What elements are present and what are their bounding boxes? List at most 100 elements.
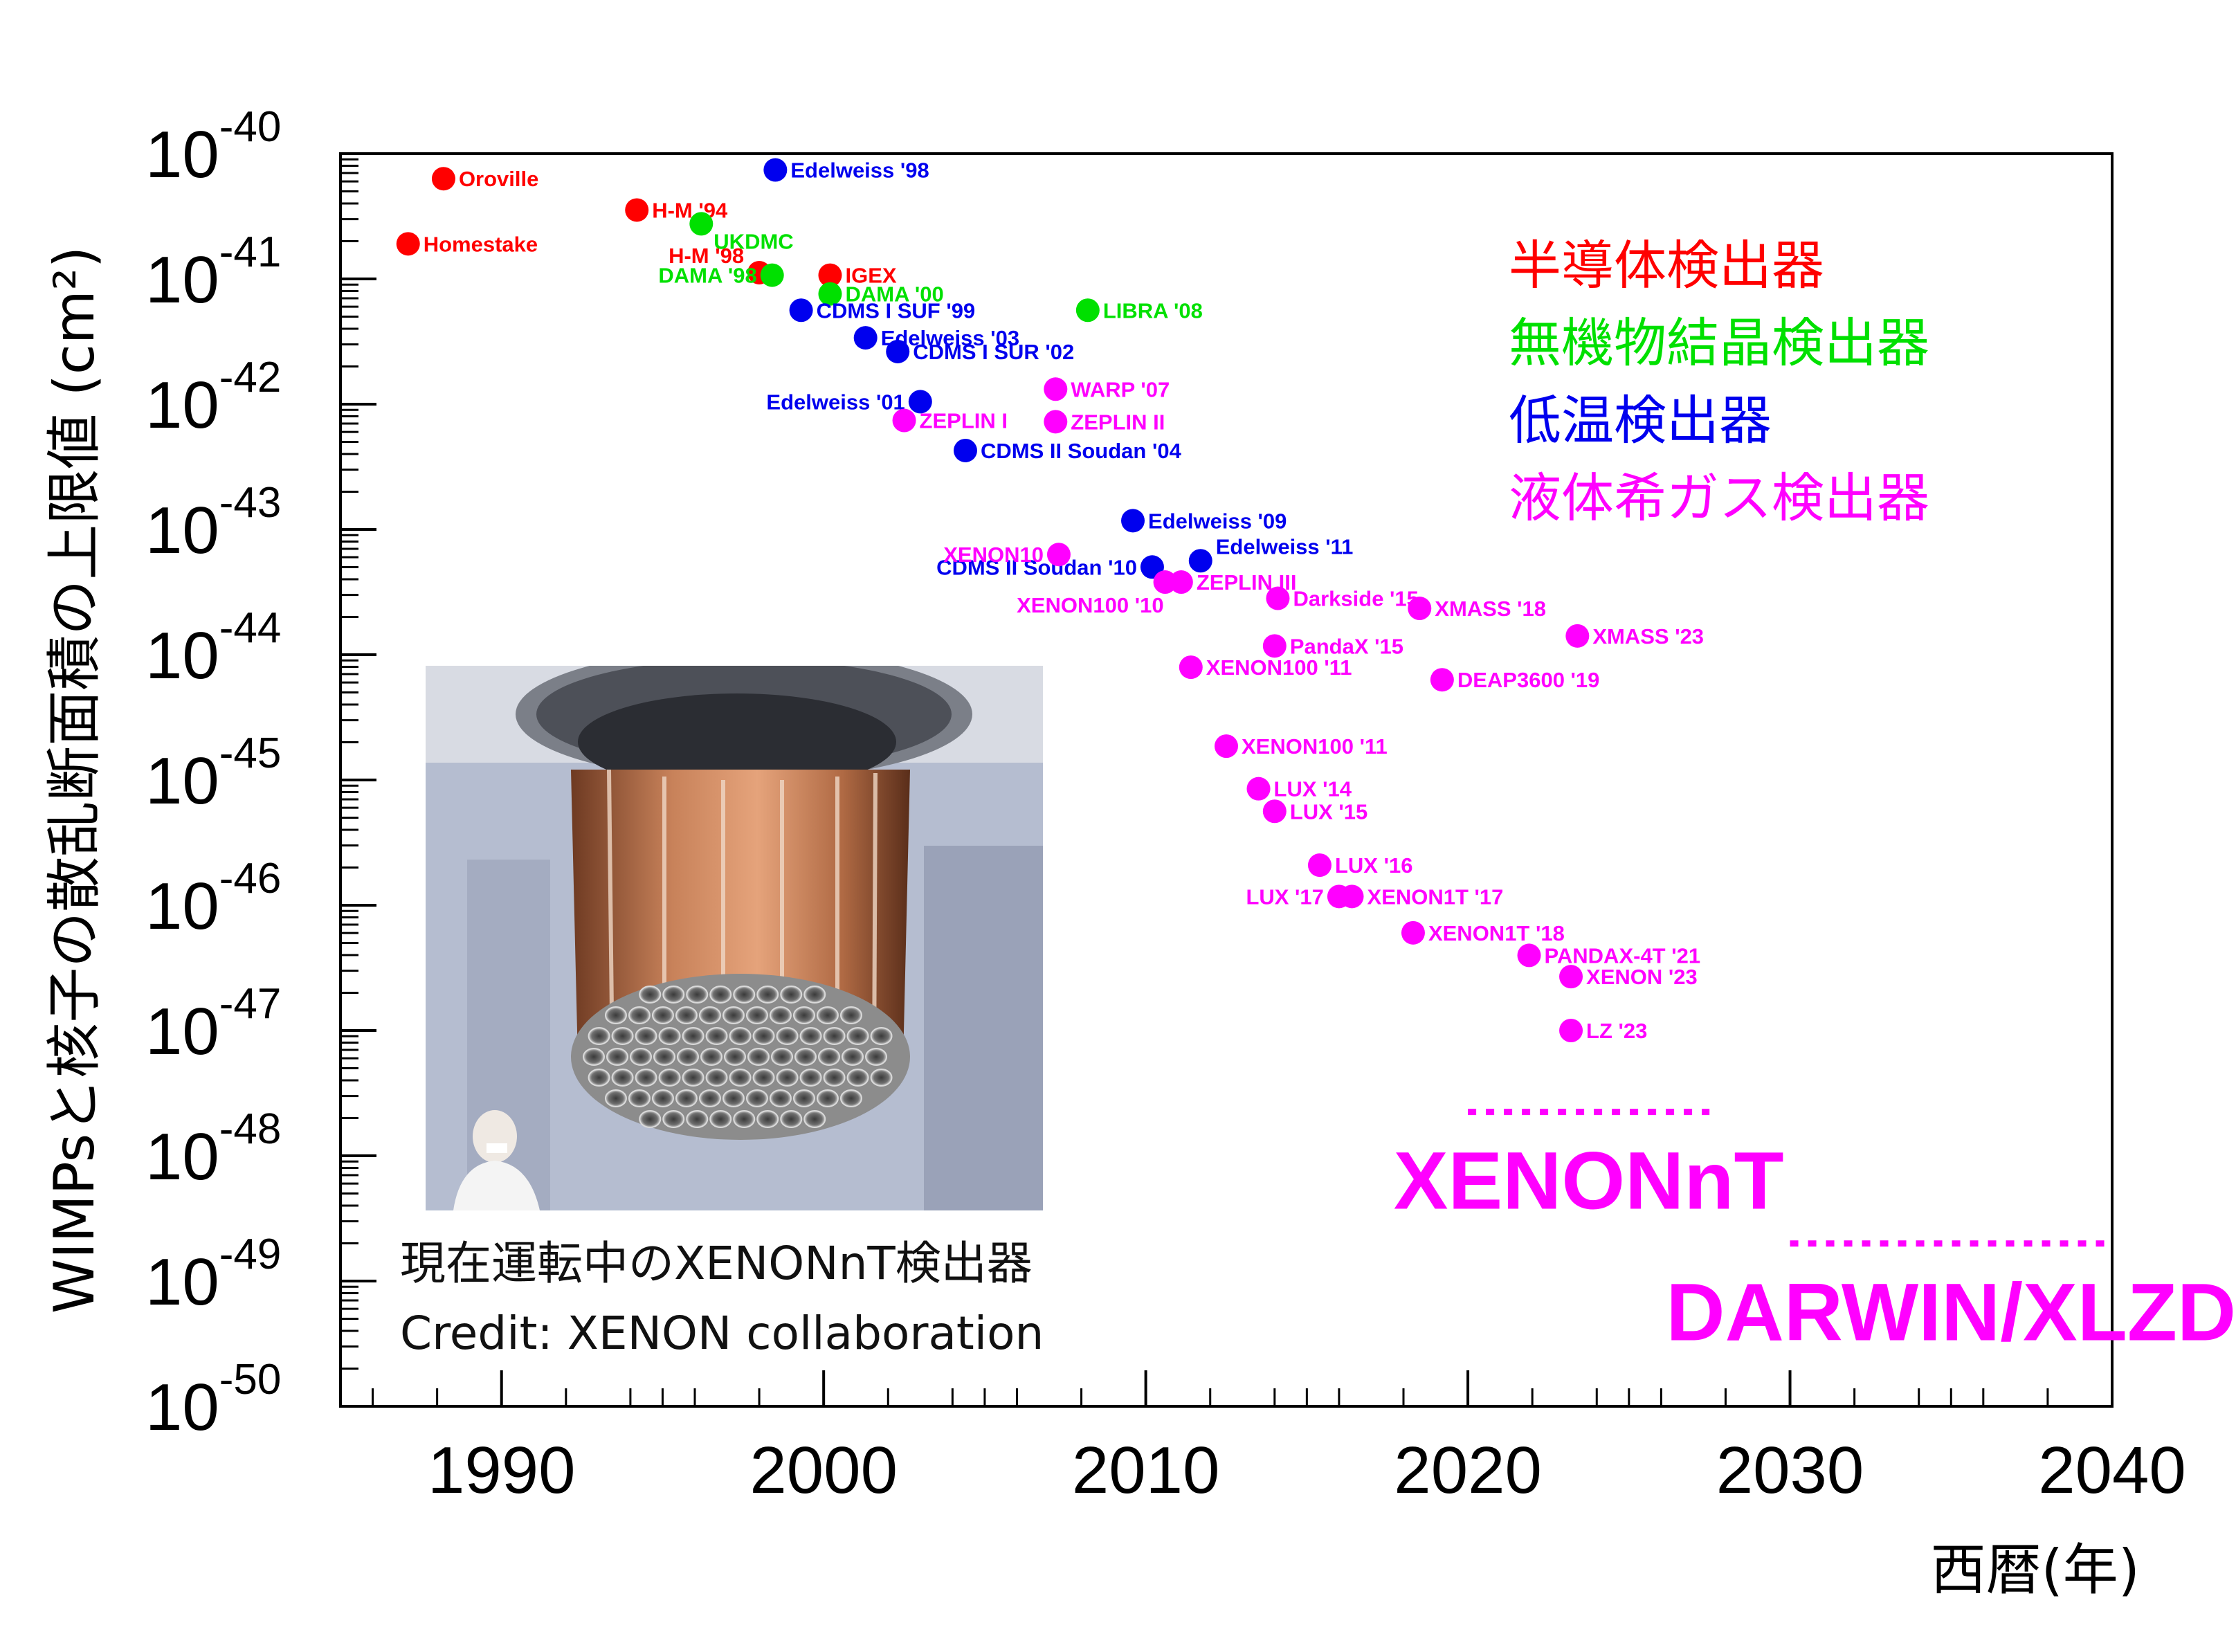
pmt-tube [752,1027,775,1045]
data-point-label: XMASS '18 [1435,597,1546,621]
data-points: Oroville Homestake H-M '94 H-M '98 IGEX UKDMC… [396,158,1704,1043]
pmt-tube [606,1048,628,1066]
data-point-liquid [1215,734,1238,759]
y-tick-base: 10 [145,1245,219,1319]
data-point-cryogenic [853,326,878,350]
legend-item-cryogenic: 低温検出器 [1509,390,1772,451]
pmt-tube [686,1110,709,1128]
y-axis-label: WIMPsと核子の散乱断面積の上限値 (cm²) [42,246,107,1314]
y-tick-label: 10-50 [145,1356,281,1444]
data-point-liquid [1262,634,1287,658]
data-point-cryogenic [886,339,910,363]
pmt-tube [705,1069,728,1087]
data-point-cryogenic [908,390,932,414]
pmt-tube [604,1089,627,1107]
y-tick-exponent: -41 [219,228,282,276]
data-point-label: WARP '07 [1071,377,1170,401]
data-point-label: ZEPLIN II [1071,410,1165,434]
data-point-liquid [1408,597,1432,621]
pmt-tube [839,1006,862,1024]
data-point-label: XENON100 '10 [1017,593,1163,617]
pmt-tube [818,1048,840,1066]
data-point-label: LZ '23 [1586,1019,1647,1043]
data-point-label: LUX '17 [1246,884,1323,909]
xenonnt-detector-photo [426,666,1043,1210]
x-tick-label: 2020 [1394,1433,1542,1507]
pmt-tube [816,1089,839,1107]
data-point-label: XENON1T '17 [1367,884,1504,909]
data-point-crystal [760,263,784,287]
data-point-label: PandaX '15 [1290,634,1403,658]
pmt-tube [769,1089,792,1107]
data-point-crystal [818,282,842,306]
pmt-tube [583,1048,605,1066]
data-point-cryogenic [953,438,977,462]
y-tick-label: 10-40 [145,103,281,192]
pmt-tube [794,1048,817,1066]
data-point-liquid [1179,655,1203,680]
pmt-tube [803,986,826,1004]
data-point-label: ZEPLIN I [920,409,1008,433]
pmt-tube [722,1089,745,1107]
pmt-tube [816,1006,839,1024]
data-point-liquid [1401,920,1425,945]
pmt-tube [686,986,709,1004]
data-point-liquid [1046,543,1071,567]
data-point-liquid [1307,853,1331,878]
data-point-label: XENON1T '18 [1428,921,1565,945]
y-tick-label: 10-47 [145,980,281,1069]
y-tick-exponent: -47 [219,980,282,1028]
data-point-label: Homestake [424,232,538,256]
data-point-label: XENON100 '11 [1242,734,1388,759]
pmt-tube [792,1006,815,1024]
pmt-tube [588,1069,610,1087]
photo-caption-line1: 現在運転中のXENONnT検出器 [400,1237,1033,1290]
y-tick-base: 10 [145,243,219,317]
data-point-crystal [689,212,713,236]
y-tick-exponent: -42 [219,354,282,401]
worker-figure [453,1110,540,1210]
pmt-tube [747,1048,770,1066]
pmt-tube [628,1006,651,1024]
data-point-cryogenic [1188,549,1212,573]
photo-caption-line2: Credit: XENON collaboration [400,1307,1044,1360]
pmt-tube [780,1110,803,1128]
sensitivity-projections: XENONnT DARWIN/XLZD [1394,1109,2236,1359]
y-tick-label: 10-44 [145,604,281,693]
pmt-tube [698,1006,721,1024]
y-tick-base: 10 [145,118,219,192]
y-tick-base: 10 [145,368,219,442]
data-point-cryogenic [1121,509,1145,533]
x-tick-label: 1990 [428,1433,576,1507]
legend-item-semiconductor: 半導体検出器 [1509,235,1824,296]
x-axis-label: 西暦(年) [1931,1538,2140,1602]
data-point-label: UKDMC [713,229,793,253]
pmt-tube [675,1089,698,1107]
data-point-semiconductor [625,198,649,222]
pmt-tube [769,1006,792,1024]
pmt-tube [709,986,732,1004]
data-point-liquid [1430,668,1454,692]
pmt-tube [709,1110,732,1128]
legend-item-liquid: 液体希ガス検出器 [1509,467,1929,529]
y-tick-base: 10 [145,619,219,693]
data-point-label: PANDAX-4T '21 [1545,943,1701,968]
x-tick-label: 2010 [1072,1433,1220,1507]
pmt-tube [733,1110,756,1128]
x-axis: 1990 2000 2010 2020 2030 2040 [339,1370,2186,1507]
data-point-liquid [1044,410,1068,434]
y-tick-label: 10-46 [145,855,281,943]
pmt-tube [675,1006,698,1024]
y-tick-exponent: -49 [219,1231,282,1278]
pmt-tube [705,1027,728,1045]
pmt-tube [630,1048,652,1066]
pmt-array [583,986,893,1128]
pmt-tube [846,1027,869,1045]
y-tick-exponent: -48 [219,1105,282,1153]
pmt-tube [756,986,779,1004]
pmt-tube [722,1006,745,1024]
pmt-tube [611,1027,634,1045]
y-tick-label: 10-42 [145,354,281,442]
